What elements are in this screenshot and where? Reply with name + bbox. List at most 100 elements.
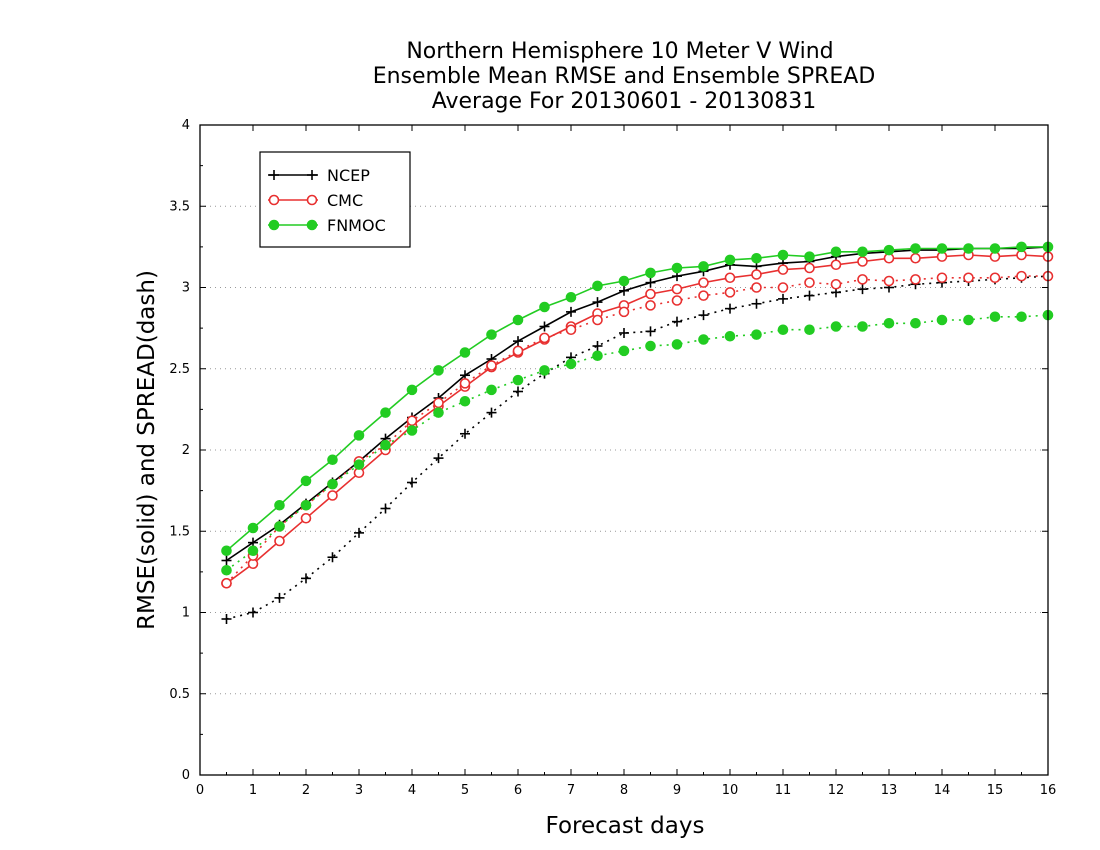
fnmoc-spread-point (645, 340, 656, 352)
cmc-rmse-point (671, 283, 683, 295)
legend-label-ncep: NCEP (327, 166, 370, 185)
y-tick-label: 1 (182, 606, 190, 621)
chart-title-line-3: Average For 20130601 - 20130831 (432, 89, 817, 114)
series-layer (221, 241, 1054, 624)
fnmoc-rmse-point (247, 522, 259, 534)
legend-marker-fnmoc (306, 219, 318, 231)
y-axis-label: RMSE(solid) and SPREAD(dash) (134, 270, 160, 630)
ncep-spread-point (407, 477, 417, 488)
ncep-spread-point (380, 503, 391, 514)
fnmoc-spread-point (751, 329, 762, 340)
ncep-spread-point (592, 341, 603, 351)
y-tick-label: 0.5 (169, 687, 190, 702)
fnmoc-rmse-point (936, 243, 948, 254)
x-tick-label: 14 (934, 783, 951, 798)
x-tick-label: 6 (514, 783, 522, 798)
x-tick-label: 1 (249, 783, 257, 798)
cmc-spread-point (406, 415, 418, 427)
ncep-spread-point (619, 328, 629, 338)
fnmoc-spread-point (353, 459, 365, 470)
x-axis-label: Forecast days (546, 813, 705, 839)
ncep-spread-point (460, 428, 470, 439)
fnmoc-rmse-point (989, 243, 1001, 254)
cmc-rmse-line (226, 254, 1049, 584)
x-tick-label: 15 (987, 783, 1004, 798)
cmc-spread-point (963, 272, 974, 284)
fnmoc-spread-point (936, 314, 948, 326)
cmc-rmse-point (751, 269, 762, 280)
y-tick-label: 2.5 (169, 362, 190, 377)
fnmoc-spread-point (671, 339, 683, 350)
cmc-spread-point (618, 306, 630, 318)
fnmoc-spread-point (380, 439, 391, 451)
fnmoc-spread-point (512, 374, 524, 386)
fnmoc-spread-point (274, 521, 285, 532)
fnmoc-spread-point (1016, 311, 1027, 323)
x-tick-label: 2 (302, 783, 310, 798)
cmc-spread-point (459, 378, 471, 389)
fnmoc-rmse-point (459, 347, 471, 358)
x-axis: 0 1 2 3 4 5 6 7 8 9 10 11 12 13 14 15 16 (196, 125, 1056, 798)
legend-marker-cmc (268, 194, 280, 206)
fnmoc-spread-point (300, 499, 312, 511)
cmc-spread-point (1016, 270, 1027, 282)
fnmoc-rmse-point (1016, 241, 1027, 253)
x-tick-label: 13 (881, 783, 898, 798)
legend-marker-ncep (269, 170, 279, 180)
fnmoc-rmse-point (963, 243, 974, 254)
fnmoc-rmse-point (777, 249, 789, 261)
fnmoc-spread-point (539, 365, 550, 376)
fnmoc-rmse-point (592, 280, 603, 292)
fnmoc-spread-point (327, 478, 338, 490)
fnmoc-rmse-line (225, 246, 1048, 552)
ncep-spread-point (274, 592, 285, 603)
cmc-rmse-point (698, 277, 709, 288)
legend: NCEP CMC FNMOC (259, 151, 411, 248)
fnmoc-spread-point (963, 314, 974, 326)
fnmoc-rmse-point (857, 246, 868, 258)
ncep-spread-point (301, 573, 311, 584)
cmc-rmse-point (300, 512, 312, 524)
ncep-rmse-point (221, 555, 232, 566)
x-tick-label: 12 (828, 783, 845, 798)
fnmoc-spread-point (618, 345, 630, 357)
cmc-spread-point (804, 277, 815, 288)
cmc-rmse-point (910, 252, 921, 264)
fnmoc-spread-point (804, 324, 815, 336)
cmc-spread-point (512, 345, 524, 357)
fnmoc-rmse-point (830, 246, 842, 258)
x-tick-label: 16 (1040, 783, 1057, 798)
chart-title: Northern Hemisphere 10 Meter V Wind Ense… (373, 39, 876, 114)
ncep-rmse-point (619, 285, 629, 296)
fnmoc-rmse-point (539, 301, 550, 313)
cmc-spread-point (671, 295, 683, 306)
cmc-spread-point (936, 272, 948, 284)
legend-label-cmc: CMC (327, 191, 363, 210)
fnmoc-spread-point (459, 395, 471, 407)
ncep-spread-point (513, 386, 523, 397)
fnmoc-rmse-point (910, 243, 921, 254)
ncep-spread-point (433, 453, 444, 464)
chart-title-line-1: Northern Hemisphere 10 Meter V Wind (406, 39, 833, 64)
fnmoc-spread-point (698, 334, 709, 345)
ncep-spread-point (804, 290, 815, 301)
y-axis: 0 0.5 1 1.5 2 2.5 3 3.5 4 (169, 118, 1048, 783)
cmc-spread-point (698, 290, 709, 301)
y-tick-label: 4 (182, 118, 190, 133)
fnmoc-spread-point (406, 425, 418, 436)
cmc-rmse-point (724, 272, 736, 284)
fnmoc-rmse-point (406, 384, 418, 396)
ncep-spread-point (354, 527, 364, 538)
fnmoc-rmse-point (751, 252, 762, 264)
y-tick-label: 0 (182, 768, 190, 783)
x-tick-label: 7 (567, 783, 575, 798)
x-tick-label: 5 (461, 783, 469, 798)
x-tick-label: 11 (775, 783, 792, 798)
y-tick-label: 3.5 (169, 199, 190, 214)
cmc-rmse-point (857, 256, 868, 267)
legend-label-fnmoc: FNMOC (327, 216, 386, 235)
x-tick-label: 3 (355, 783, 363, 798)
fnmoc-spread-point (221, 564, 232, 576)
cmc-spread-point (910, 274, 921, 285)
fnmoc-spread-point (592, 350, 603, 362)
